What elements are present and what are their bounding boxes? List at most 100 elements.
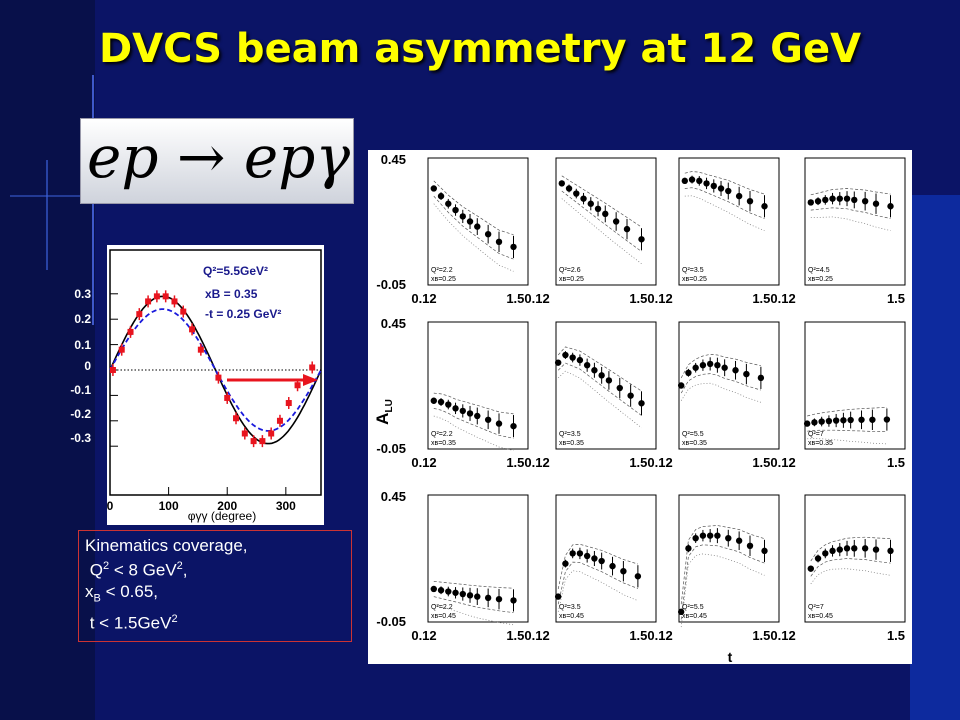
data-point — [746, 542, 754, 549]
data-point — [638, 400, 645, 407]
panel-xb-label: xʙ=0.35 — [559, 440, 584, 447]
alu-panel: Q²=5.5 xʙ=0.45 — [677, 494, 780, 628]
data-point — [620, 568, 627, 575]
panel-q2-label: Q²=2.2 — [431, 431, 453, 438]
kin-line-1: Kinematics coverage, — [85, 536, 248, 555]
y-axis-title: ALU — [373, 399, 395, 425]
data-point — [811, 419, 818, 426]
data-point — [725, 187, 732, 195]
data-point — [627, 392, 634, 399]
panel-frame — [427, 494, 529, 623]
data-point — [466, 592, 474, 599]
data-point — [430, 397, 437, 404]
background-line — [46, 160, 48, 270]
panel-frame — [555, 157, 657, 286]
data-point — [189, 326, 196, 333]
alu-panel: Q²=4.5 xʙ=0.25 — [804, 157, 906, 286]
alu-panel: Q²=3.5 xʙ=0.25 — [678, 157, 780, 286]
panel-xb-label: xʙ=0.45 — [431, 613, 456, 620]
data-point — [215, 374, 222, 381]
data-point — [495, 238, 503, 246]
data-point — [495, 595, 503, 603]
data-point — [510, 422, 517, 430]
data-point — [746, 197, 754, 205]
data-point — [109, 367, 116, 373]
data-point — [761, 203, 768, 210]
panel-q2-label: Q²=3.5 — [682, 267, 704, 274]
panel-xb-label: xʙ=0.35 — [682, 440, 707, 447]
alu-panel: Q²=2.2 xʙ=0.45 — [427, 494, 529, 626]
data-point — [127, 328, 134, 335]
alu-panel: Q²=3.5 xʙ=0.35 — [554, 321, 657, 450]
y-tick-label: 0.45 — [381, 152, 406, 167]
data-point — [887, 203, 894, 210]
model-band-upper — [561, 175, 642, 228]
model-band-upper — [433, 180, 514, 236]
data-point — [437, 587, 445, 594]
data-point — [677, 608, 685, 616]
panel-xb-label: xʙ=0.45 — [682, 613, 707, 620]
data-point — [861, 545, 869, 552]
background-right-band — [910, 195, 960, 720]
y-tick-label: 0.2 — [74, 312, 91, 326]
data-point — [822, 196, 829, 204]
data-point — [466, 218, 474, 225]
data-point — [259, 438, 266, 445]
data-point — [233, 415, 240, 422]
panel-frame — [804, 157, 906, 286]
x-tick-label: 0.12 — [411, 628, 436, 643]
data-point — [452, 589, 459, 596]
x-tick-label: 1.50.12 — [506, 291, 549, 306]
y-tick-label: -0.3 — [70, 431, 91, 445]
data-point — [818, 418, 825, 425]
model-band-upper — [807, 406, 887, 417]
theory-curve-solid — [109, 295, 322, 445]
alu-grid-svg: Q²=2.2xʙ=0.25Q²=2.6xʙ=0.25Q²=3.5xʙ=0.25Q… — [373, 152, 906, 665]
y-tick-label: 0 — [84, 359, 91, 373]
x-tick-label: 1.50.12 — [629, 455, 672, 470]
annotation-t: -t = 0.25 GeV² — [205, 307, 281, 321]
y-tick-label: 0.3 — [74, 288, 91, 301]
data-point — [832, 417, 840, 424]
model-band-lower — [433, 195, 514, 260]
data-point — [706, 360, 714, 368]
data-point — [594, 205, 602, 212]
model-band-upper — [557, 543, 639, 590]
data-point — [452, 206, 459, 214]
data-point — [714, 361, 721, 369]
data-point — [484, 416, 492, 423]
x-tick-label: 1.5 — [887, 291, 905, 306]
data-point — [761, 547, 768, 555]
panel-q2-label: Q²=2.2 — [431, 604, 453, 611]
x-tick-label: 100 — [159, 499, 179, 513]
y-tick-label: 0.45 — [381, 316, 406, 331]
data-point — [294, 382, 301, 389]
x-tick-label: 0 — [107, 499, 114, 513]
data-point — [851, 196, 858, 204]
y-tick-label: -0.05 — [376, 614, 406, 629]
data-point — [474, 412, 481, 420]
y-tick-label: -0.2 — [70, 407, 91, 421]
data-point — [829, 547, 836, 555]
x-tick-label: 200 — [217, 499, 237, 513]
data-point — [445, 200, 452, 207]
x-tick-label: 0.12 — [411, 291, 436, 306]
panel-xb-label: xʙ=0.45 — [808, 613, 833, 620]
model-band-upper — [557, 346, 642, 392]
alu-panel: Q²=2.2 xʙ=0.35 — [427, 321, 529, 451]
panel-q2-label: Q²=3.5 — [559, 431, 581, 438]
data-point — [685, 369, 692, 376]
data-point — [576, 550, 584, 557]
model-band-lower — [810, 558, 891, 577]
alu-panel: Q²=5.5 xʙ=0.35 — [677, 321, 780, 450]
panel-frame — [427, 157, 529, 286]
data-point — [717, 185, 725, 192]
x-tick-label: 1.50.12 — [506, 628, 549, 643]
data-point — [562, 351, 569, 359]
data-point — [576, 356, 584, 364]
x-tick-label: 0.12 — [411, 455, 436, 470]
data-point — [145, 298, 152, 305]
data-point — [459, 590, 466, 598]
data-point — [162, 293, 169, 300]
data-point — [580, 195, 587, 202]
